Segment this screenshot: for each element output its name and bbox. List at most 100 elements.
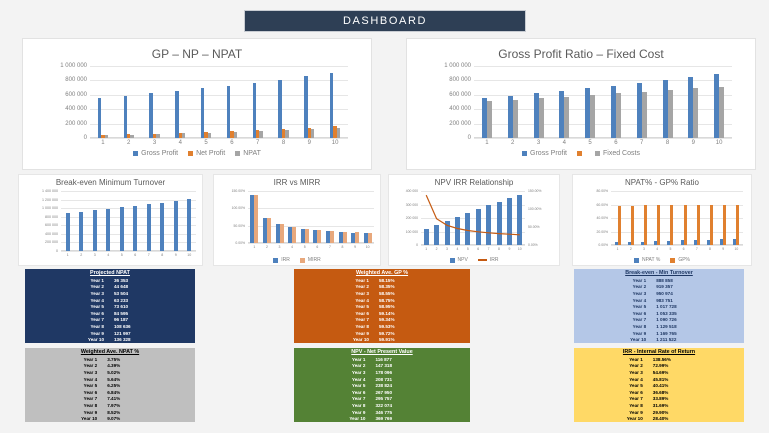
table-row[interactable]: Year 6 36.68% bbox=[574, 389, 744, 396]
table-row[interactable]: Year 9 346 775 bbox=[294, 409, 470, 416]
table-weighted-ave-gp[interactable]: Weighted Ave. GP % Year 1 58.15% Year 2 58.3… bbox=[294, 269, 470, 343]
table-row-label: Year 3 bbox=[90, 290, 104, 296]
table-row[interactable]: Year 4 5.64% bbox=[25, 376, 195, 383]
table-row[interactable]: Year 5 1 017 728 bbox=[574, 303, 744, 310]
table-row[interactable]: Year 3 58.55% bbox=[294, 290, 470, 297]
y-axis-tick-secondary: 0.00% bbox=[528, 243, 538, 247]
table-row[interactable]: Year 6 59.14% bbox=[294, 310, 470, 317]
legend-color-swatch bbox=[522, 151, 528, 156]
table-row[interactable]: Year 10 1 211 522 bbox=[574, 336, 744, 343]
table-row[interactable]: Year 7 59.34% bbox=[294, 317, 470, 324]
table-row[interactable]: Year 3 54.69% bbox=[574, 369, 744, 376]
bar bbox=[160, 202, 165, 251]
table-row[interactable]: Year 1 3.75% bbox=[25, 356, 195, 363]
gridline bbox=[474, 138, 732, 139]
table-row[interactable]: Year 9 29.90% bbox=[574, 409, 744, 416]
table-row[interactable]: Year 5 238 824 bbox=[294, 382, 470, 389]
chart-gp-ratio-fixed-cost[interactable]: Gross Profit Ratio – Fixed Cost 0 200 000… bbox=[418, 44, 744, 164]
table-row[interactable]: Year 5 73 610 bbox=[25, 303, 195, 310]
table-row-label: Year 8 bbox=[90, 323, 104, 329]
table-row-label: Year 7 bbox=[90, 317, 104, 323]
table-row[interactable]: Year 5 40.41% bbox=[574, 382, 744, 389]
table-header: Projected NPAT bbox=[90, 270, 130, 276]
table-row[interactable]: Year 6 6.84% bbox=[25, 389, 195, 396]
table-row[interactable]: Year 3 5.02% bbox=[25, 369, 195, 376]
legend-label: NPAT % bbox=[641, 257, 661, 263]
table-row[interactable]: Year 10 28.40% bbox=[574, 415, 744, 422]
table-row[interactable]: Year 1 138.56% bbox=[574, 356, 744, 363]
chart-break-even-turnover[interactable]: Break-even Minimum Turnover 0 200 000 400 … bbox=[18, 174, 203, 266]
x-axis-tick: 4 bbox=[562, 140, 566, 146]
table-row[interactable]: Year 8 1 129 518 bbox=[574, 323, 744, 330]
table-row[interactable]: Year 8 322 074 bbox=[294, 402, 470, 409]
table-row-label: Year 1 bbox=[351, 356, 366, 362]
table-row[interactable]: Year 2 72.99% bbox=[574, 363, 744, 370]
table-row[interactable]: Year 7 1 090 726 bbox=[574, 317, 744, 324]
bar bbox=[610, 85, 616, 138]
table-row[interactable]: Year 6 267 950 bbox=[294, 389, 470, 396]
table-row[interactable]: Year 8 7.97% bbox=[25, 402, 195, 409]
table-row[interactable]: Year 2 44 648 bbox=[25, 284, 195, 291]
chart-irr-vs-mirr[interactable]: IRR vs MIRR 0.00% 50.00% 100.00% 150.00% 1 2 3… bbox=[213, 174, 381, 266]
table-row[interactable]: Year 10 59.91% bbox=[294, 336, 470, 343]
table-header: IRR - Internal Rate of Return bbox=[622, 349, 696, 355]
table-row-value: 58.95% bbox=[378, 304, 395, 310]
chart-npv-irr-relationship-plot: 0 100 000 200 000 300 000 400 000 0.00% 50.00%… bbox=[406, 189, 542, 251]
table-row[interactable]: Year 1 58.15% bbox=[294, 277, 470, 284]
y-axis-tick: 800 000 bbox=[45, 214, 58, 219]
chart-npv-irr-relationship[interactable]: NPV IRR Relationship 0 100 000 200 000 300 … bbox=[388, 174, 560, 266]
chart-gp-ratio-fixed-cost-plot: 0 200 000 400 000 600 000 800 000 1 000 000 1 2… bbox=[444, 63, 732, 146]
table-row[interactable]: Year 6 1 053 335 bbox=[574, 310, 744, 317]
chart-gp-np-npat[interactable]: GP – NP – NPAT 0 200 000 400 000 600 000 800… bbox=[34, 44, 360, 164]
table-row[interactable]: Year 2 147 318 bbox=[294, 363, 470, 370]
table-row[interactable]: Year 7 7.41% bbox=[25, 396, 195, 403]
legend-item: NPAT % bbox=[633, 257, 661, 263]
table-row[interactable]: Year 9 1 169 765 bbox=[574, 330, 744, 337]
table-row[interactable]: Year 8 59.53% bbox=[294, 323, 470, 330]
table-row[interactable]: Year 10 369 769 bbox=[294, 415, 470, 422]
table-row[interactable]: Year 2 919 357 bbox=[574, 284, 744, 291]
table-row[interactable]: Year 1 116 877 bbox=[294, 356, 470, 363]
table-irr[interactable]: IRR - Internal Rate of Return Year 1 138.5… bbox=[574, 348, 744, 422]
line-series bbox=[425, 194, 520, 236]
legend-color-swatch bbox=[449, 257, 455, 263]
table-break-even-min-turnover[interactable]: Break-even - Min Turnover Year 1 888 858 Ye… bbox=[574, 269, 744, 343]
table-row[interactable]: Year 2 58.35% bbox=[294, 284, 470, 291]
table-row[interactable]: Year 4 63 233 bbox=[25, 297, 195, 304]
table-row[interactable]: Year 9 59.72% bbox=[294, 330, 470, 337]
table-row[interactable]: Year 7 96 187 bbox=[25, 317, 195, 324]
table-row[interactable]: Year 4 58.75% bbox=[294, 297, 470, 304]
table-row[interactable]: Year 5 58.95% bbox=[294, 303, 470, 310]
table-row[interactable]: Year 9 8.52% bbox=[25, 409, 195, 416]
table-row[interactable]: Year 6 84 595 bbox=[25, 310, 195, 317]
table-row[interactable]: Year 4 983 751 bbox=[574, 297, 744, 304]
table-row-label: Year 10 bbox=[626, 416, 643, 422]
table-row[interactable]: Year 1 888 858 bbox=[574, 277, 744, 284]
table-row[interactable]: Year 10 136 328 bbox=[25, 336, 195, 343]
table-row[interactable]: Year 8 108 636 bbox=[25, 323, 195, 330]
table-projected-npat[interactable]: Projected NPAT Year 1 36 353 Year 2 44 648 Ye… bbox=[25, 269, 195, 343]
table-row[interactable]: Year 7 33.89% bbox=[574, 396, 744, 403]
bar bbox=[97, 97, 102, 138]
gridline bbox=[61, 208, 196, 210]
table-row[interactable]: Year 4 208 731 bbox=[294, 376, 470, 383]
table-row-value: 4.39% bbox=[107, 363, 121, 369]
table-row[interactable]: Year 1 36 353 bbox=[25, 277, 195, 284]
table-row[interactable]: Year 7 295 757 bbox=[294, 396, 470, 403]
table-row-value: 59.53% bbox=[378, 323, 395, 329]
table-row[interactable]: Year 2 4.39% bbox=[25, 363, 195, 370]
table-row[interactable]: Year 3 53 504 bbox=[25, 290, 195, 297]
bar bbox=[564, 96, 570, 138]
table-row[interactable]: Year 8 31.69% bbox=[574, 402, 744, 409]
table-row[interactable]: Year 5 6.25% bbox=[25, 382, 195, 389]
table-weighted-ave-npat[interactable]: Weighted Ave. NPAT % Year 1 3.75% Year 2 4.3… bbox=[25, 348, 195, 422]
table-row[interactable]: Year 3 950 974 bbox=[574, 290, 744, 297]
table-row[interactable]: Year 3 178 096 bbox=[294, 369, 470, 376]
table-npv[interactable]: NPV - Net Present Value Year 1 116 877 Year… bbox=[294, 348, 470, 422]
table-row[interactable]: Year 4 45.81% bbox=[574, 376, 744, 383]
chart-npat-gp-ratio[interactable]: NPAT% - GP% Ratio 0.00% 20.00% 40.00% 60.00… bbox=[572, 174, 752, 266]
bar bbox=[538, 97, 544, 138]
table-row[interactable]: Year 10 9.07% bbox=[25, 415, 195, 422]
table-row[interactable]: Year 9 121 997 bbox=[25, 330, 195, 337]
